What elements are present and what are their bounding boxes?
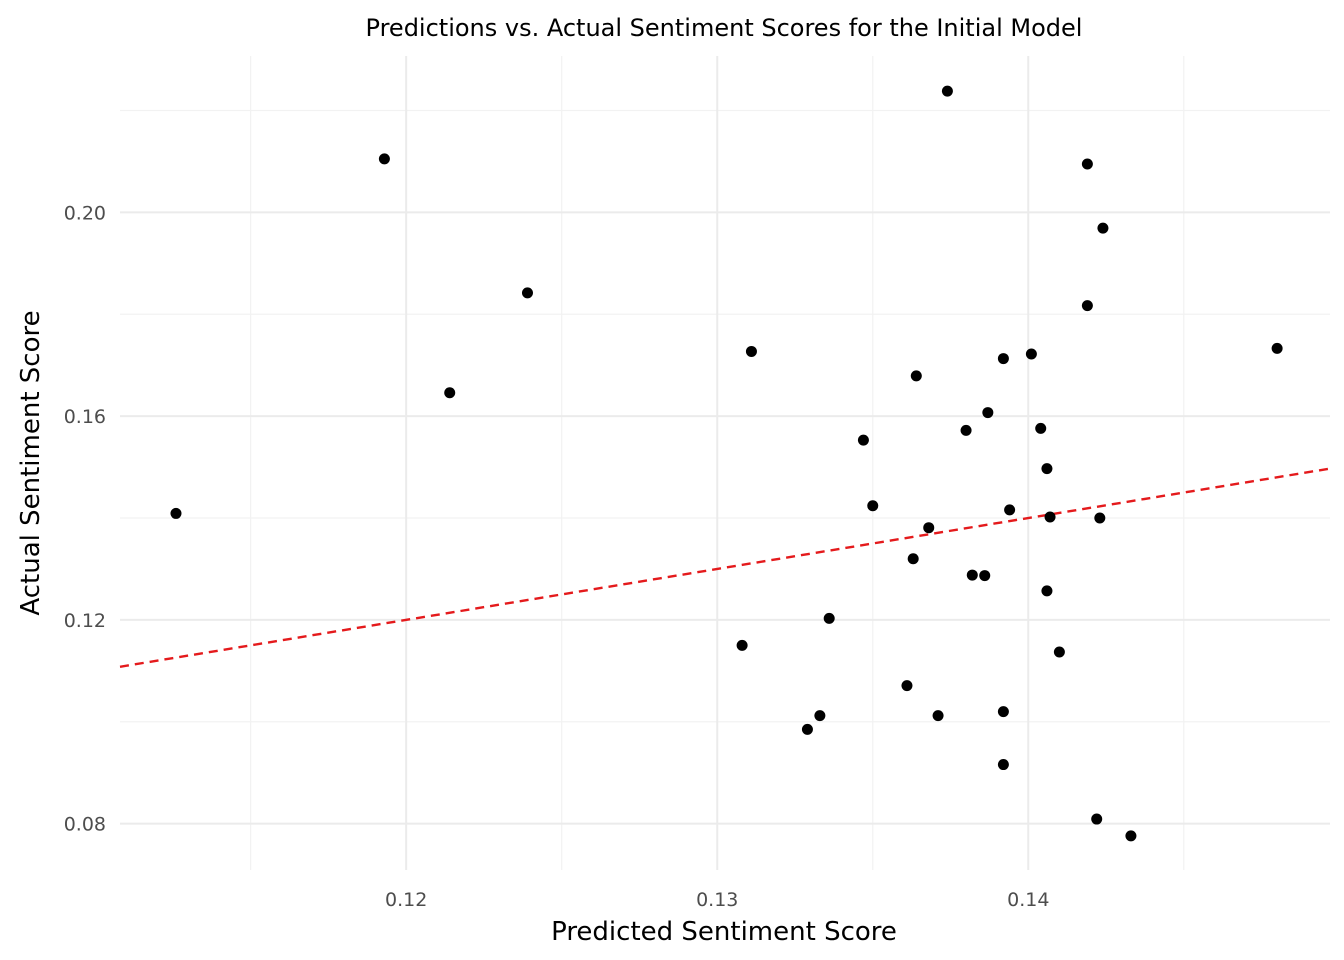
minor-gridlines xyxy=(120,56,1330,870)
x-axis-ticks: 0.12 0.13 0.14 xyxy=(385,889,1049,911)
data-point xyxy=(1041,585,1053,597)
data-point xyxy=(1041,463,1053,475)
data-point xyxy=(907,553,919,565)
data-point xyxy=(745,345,757,357)
data-point xyxy=(997,353,1009,365)
data-point xyxy=(823,612,835,624)
y-axis-ticks: 0.08 0.12 0.16 0.20 xyxy=(64,202,106,835)
y-tick-label: 0.20 xyxy=(64,202,106,224)
data-point xyxy=(378,153,390,165)
data-point xyxy=(901,680,913,692)
chart-title: Predictions vs. Actual Sentiment Scores … xyxy=(366,14,1083,42)
y-tick-label: 0.12 xyxy=(64,610,106,632)
x-axis-title: Predicted Sentiment Score xyxy=(551,917,897,947)
data-point xyxy=(170,507,182,519)
x-tick-label: 0.13 xyxy=(696,889,738,911)
data-point xyxy=(736,639,748,651)
y-tick-label: 0.16 xyxy=(64,406,106,428)
data-point xyxy=(1004,504,1016,516)
reference-line xyxy=(119,467,1331,668)
y-axis-title: Actual Sentiment Score xyxy=(16,310,46,615)
data-point xyxy=(1125,830,1137,842)
data-point xyxy=(801,723,813,735)
data-point xyxy=(1097,222,1109,234)
data-point xyxy=(960,424,972,436)
data-point xyxy=(1091,813,1103,825)
points-layer xyxy=(170,85,1283,842)
data-point xyxy=(910,370,922,382)
data-point xyxy=(982,407,994,419)
data-point xyxy=(997,706,1009,718)
data-point xyxy=(521,287,533,299)
reference-line-layer xyxy=(119,467,1331,668)
data-point xyxy=(857,434,869,446)
data-point xyxy=(966,569,978,581)
data-point xyxy=(814,710,826,722)
x-tick-label: 0.14 xyxy=(1007,889,1049,911)
data-point xyxy=(923,522,935,534)
data-point xyxy=(932,710,944,722)
data-point xyxy=(1081,300,1093,312)
data-point xyxy=(867,500,879,512)
data-point xyxy=(1025,348,1037,360)
data-point xyxy=(1035,422,1047,434)
data-point xyxy=(941,85,953,97)
data-point xyxy=(1094,512,1106,524)
data-point xyxy=(1044,511,1056,523)
x-tick-label: 0.12 xyxy=(385,889,427,911)
data-point xyxy=(1271,342,1283,354)
major-gridlines xyxy=(120,56,1330,870)
data-point xyxy=(997,759,1009,771)
data-point xyxy=(1081,158,1093,170)
y-tick-label: 0.08 xyxy=(64,814,106,836)
data-point xyxy=(979,570,991,582)
data-point xyxy=(1053,646,1065,658)
data-point xyxy=(444,387,456,399)
